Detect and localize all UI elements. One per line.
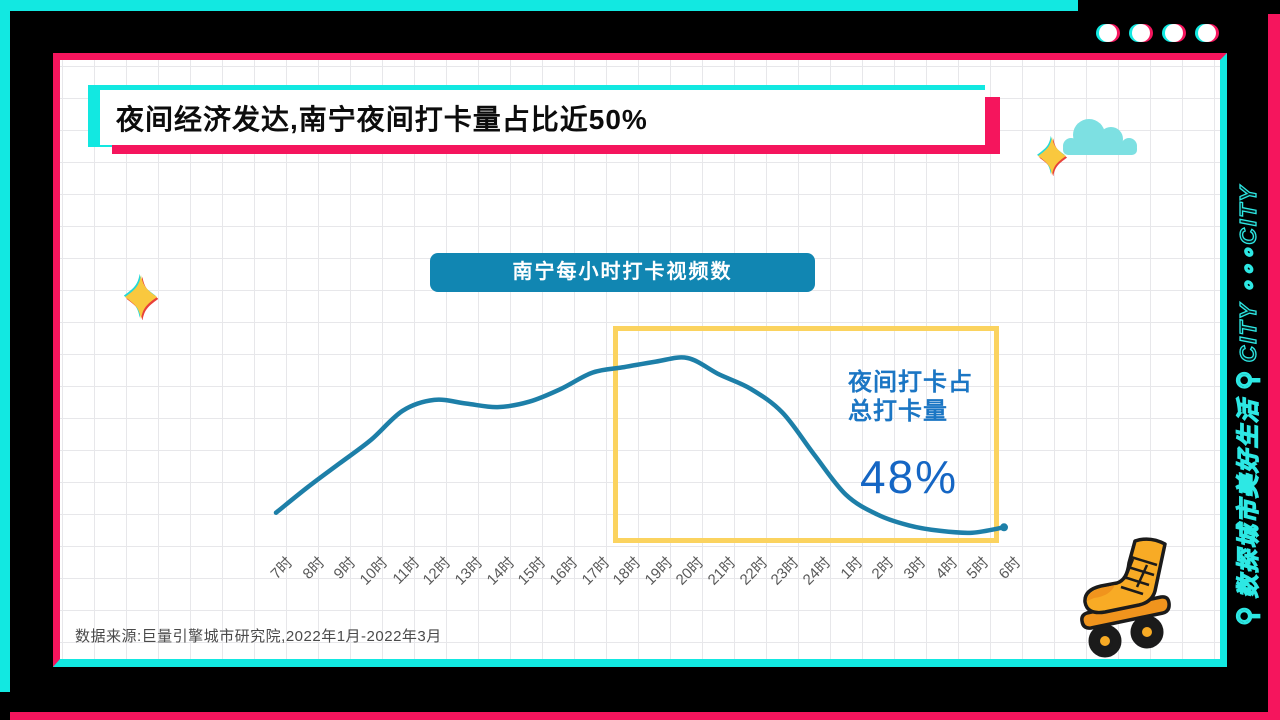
annotation-label-line1: 夜间打卡占: [848, 369, 973, 396]
frame-top-cyan-strip: [0, 0, 1078, 11]
side-text-cn: 数探城市美好生活: [1234, 398, 1261, 599]
window-dot: [1132, 24, 1150, 42]
cloud-icon: [1063, 119, 1137, 155]
frame-right-pink-strip: [1268, 14, 1280, 720]
frame-bottom-pink-strip: [10, 712, 1280, 720]
window-dot: [1165, 24, 1183, 42]
chart-title-badge: 南宁每小时打卡视频数: [430, 253, 815, 292]
magnifier-icon: ⚲: [1231, 370, 1262, 390]
magnifier-icon: ⚲: [1231, 606, 1262, 626]
page-title: 夜间经济发达,南宁夜间打卡量占比近50%: [116, 103, 648, 135]
frame-left-cyan-strip: [0, 0, 10, 692]
side-strip: ⚲ 数探城市美好生活 ⚲ CITY ∘∘∘CITY: [1227, 140, 1268, 670]
window-dot: [1099, 24, 1117, 42]
title-box: 夜间经济发达,南宁夜间打卡量占比近50%: [100, 90, 985, 145]
window-dots: [1099, 24, 1216, 42]
window-dot: [1198, 24, 1216, 42]
annotation: 夜间打卡占 总打卡量 48%: [848, 368, 1038, 504]
annotation-value: 48%: [860, 451, 959, 503]
sparkle-icon: [1037, 136, 1067, 176]
side-text-en: CITY ∘∘∘CITY: [1234, 184, 1261, 363]
roller-skate-icon: [1080, 537, 1171, 658]
side-text: ⚲ 数探城市美好生活 ⚲ CITY ∘∘∘CITY: [1227, 140, 1268, 670]
source-note: 数据来源:巨量引擎城市研究院,2022年1月-2022年3月: [75, 628, 442, 645]
sparkle-icon: [124, 274, 158, 320]
annotation-label-line2: 总打卡量: [848, 398, 948, 425]
